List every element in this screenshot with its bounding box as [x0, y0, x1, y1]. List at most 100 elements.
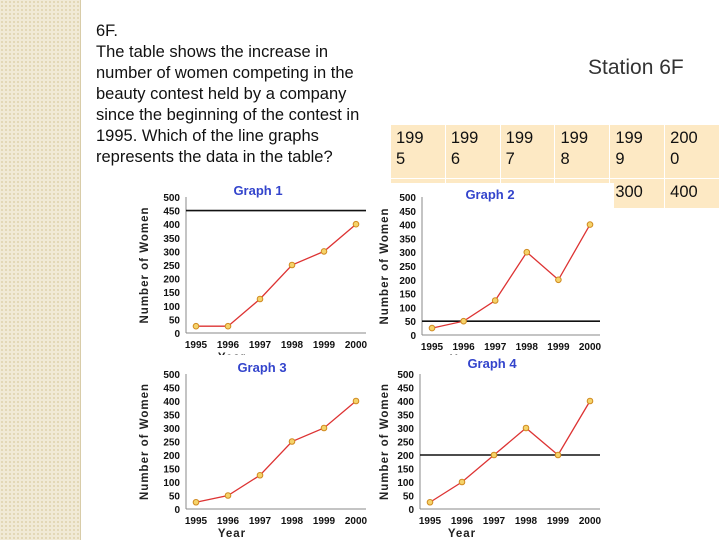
x-tick-label: 1998 [515, 516, 538, 527]
table-year-cell: 199 9 [609, 124, 666, 179]
y-tick-label: 50 [405, 317, 417, 328]
x-axis-label: Year [448, 528, 476, 540]
data-point [523, 248, 531, 256]
data-point [320, 248, 328, 255]
y-tick-label: 0 [174, 505, 180, 516]
graph-4-svg: 0 50 100 150 200 250 300 350 400 450 500 1995 1996 19… [379, 356, 602, 540]
y-tick-label: 0 [174, 329, 180, 340]
y-tick-label: 300 [163, 247, 180, 258]
table-year-cell: 199 7 [499, 124, 556, 179]
data-point [586, 397, 594, 405]
graph-3: 0 50 100 150 200 250 300 350 400 450 500 1995 1996 19… [134, 355, 374, 540]
y-tick-label: 350 [163, 411, 180, 422]
y-tick-label: 400 [163, 220, 180, 231]
y-tick-label: 450 [163, 207, 180, 218]
y-axis-label: Number of Women [379, 207, 391, 324]
series-line [196, 223, 357, 327]
graph-1-svg: 0 50 100 150 200 250 300 350 400 450 500 1995 1996 19… [139, 183, 368, 364]
graph-title: Graph 4 [467, 356, 517, 371]
question-line: beauty contest held by a company [96, 85, 347, 103]
y-tick-label: 100 [399, 303, 416, 314]
graph-1: 0 50 100 150 200 250 300 350 400 450 500 1995 1996 19… [134, 183, 374, 365]
y-tick-label: 150 [399, 290, 416, 301]
data-point [192, 322, 200, 330]
y-tick-label: 50 [169, 492, 181, 503]
data-point [224, 322, 232, 330]
y-tick-label: 100 [163, 478, 180, 489]
y-tick-label: 300 [397, 424, 414, 435]
x-tick-label: 1996 [217, 340, 240, 351]
data-point [224, 492, 232, 499]
x-tick-label: 2000 [579, 516, 602, 527]
x-tick-label: 2000 [579, 342, 602, 353]
question-line: represents the data in the table? [96, 148, 333, 166]
data-point [256, 295, 264, 303]
question-text: 6F. The table shows the increase in numb… [96, 21, 396, 168]
y-tick-label: 200 [163, 275, 180, 286]
station-label: Station 6F [588, 56, 684, 79]
table-value-cell: 300 [609, 178, 666, 209]
y-axis-label: Number of Women [139, 206, 151, 323]
data-point [256, 471, 264, 479]
y-tick-label: 450 [399, 207, 416, 218]
y-tick-label: 250 [399, 262, 416, 273]
data-point [586, 221, 594, 228]
x-tick-label: 2000 [345, 516, 368, 527]
x-tick-label: 1998 [516, 342, 539, 353]
x-axis-label: Year [218, 528, 246, 540]
question-line: The table shows the increase in [96, 43, 329, 61]
graph-3-svg: 0 50 100 150 200 250 300 350 400 450 500 1995 1996 19… [139, 360, 368, 540]
graph-2-svg: 0 50 100 150 200 250 300 350 400 450 500 1995 1996 19… [379, 187, 602, 365]
x-tick-label: 1996 [217, 516, 240, 527]
y-tick-label: 0 [410, 331, 416, 342]
y-tick-label: 250 [397, 438, 414, 449]
y-tick-label: 150 [163, 465, 180, 476]
x-tick-label: 1998 [281, 516, 304, 527]
y-axis-label: Number of Women [379, 383, 391, 500]
y-tick-label: 50 [169, 315, 181, 326]
data-point [428, 324, 436, 332]
data-point [352, 397, 360, 405]
y-tick-label: 200 [399, 276, 416, 287]
y-tick-label: 250 [163, 438, 180, 449]
y-tick-label: 0 [408, 505, 414, 516]
y-tick-label: 200 [163, 451, 180, 462]
data-point [192, 498, 200, 506]
question-line: number of women competing in the [96, 64, 354, 82]
y-tick-label: 450 [397, 384, 414, 395]
graph-title: Graph 3 [237, 360, 286, 375]
series-line [431, 224, 591, 329]
data-point [555, 276, 562, 284]
series-line [429, 400, 591, 503]
graph-2: 0 50 100 150 200 250 300 350 400 450 500 1995 1996 19… [374, 183, 614, 365]
y-tick-label: 400 [397, 397, 414, 408]
x-tick-label: 1995 [419, 516, 442, 527]
x-tick-label: 1995 [185, 516, 208, 527]
table-year-cell: 200 0 [664, 124, 720, 179]
x-tick-label: 1995 [421, 342, 444, 353]
x-tick-label: 1999 [313, 340, 336, 351]
y-tick-label: 450 [163, 384, 180, 395]
data-point [490, 451, 498, 459]
data-table: 1995 1996 1997 1998 1999 2000 25 25 125 … [390, 124, 720, 209]
y-tick-label: 200 [397, 451, 414, 462]
x-tick-label: 1995 [185, 340, 208, 351]
series-line [195, 400, 357, 503]
data-point [522, 424, 530, 432]
x-tick-label: 1998 [281, 340, 304, 351]
table-year-cell: 199 5 [390, 124, 446, 179]
data-point [554, 451, 562, 459]
y-tick-label: 100 [397, 478, 414, 489]
graph-title: Graph 2 [465, 187, 514, 202]
data-point [320, 424, 328, 432]
decorative-side-strip [0, 0, 81, 540]
y-tick-label: 500 [163, 370, 180, 381]
question-line: 1995. Which of the line graphs [96, 127, 319, 145]
data-point [460, 317, 467, 325]
x-tick-label: 2000 [345, 340, 368, 351]
table-year-row: 199 5 199 6 199 7 199 8 199 9 200 0 [390, 124, 720, 179]
y-tick-label: 250 [163, 261, 180, 272]
question-line: since the beginning of the contest in [96, 106, 360, 124]
y-tick-label: 400 [399, 221, 416, 232]
y-tick-label: 100 [163, 302, 180, 313]
